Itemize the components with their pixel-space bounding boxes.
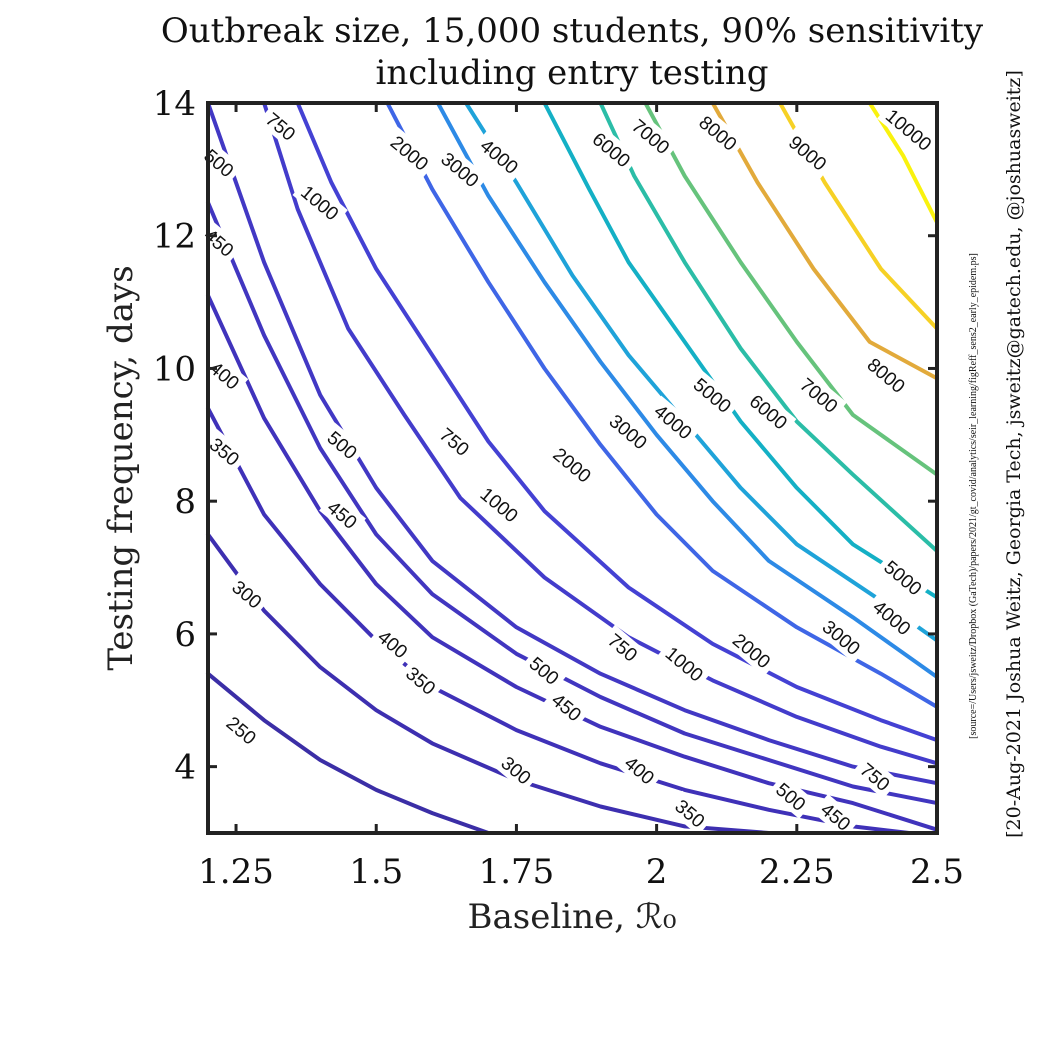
contour-lines (206, 101, 939, 835)
y-tick-label: 4 (174, 748, 196, 788)
contour-label-background (584, 123, 640, 176)
contour-label-background (685, 369, 741, 421)
y-tick-label: 10 (153, 349, 196, 389)
x-tick-label: 2 (646, 852, 668, 892)
contour-line-500 (206, 101, 939, 786)
y-tick-label: 12 (153, 217, 196, 257)
chart-title-line-1: Outbreak size, 15,000 students, 90% sens… (161, 11, 984, 51)
contour-label-background (471, 130, 528, 182)
contour-label-background (432, 143, 488, 196)
x-tick-label: 1.75 (479, 852, 555, 892)
contour-line-750 (262, 101, 939, 766)
contour-label-background (858, 349, 915, 401)
contour-label-background (599, 624, 647, 670)
author-credit-note: [20-Aug-2021 Joshua Weitz, Georgia Tech,… (1003, 70, 1025, 838)
contour-line-250 (206, 671, 491, 835)
x-tick-label: 1.25 (198, 852, 274, 892)
x-tick-label: 1.5 (349, 852, 403, 892)
contour-label-background (493, 747, 540, 793)
chart-title: Outbreak size, 15,000 students, 90% sens… (161, 11, 984, 93)
x-tick-label: 2.25 (759, 852, 835, 892)
contour-label-background (382, 126, 438, 179)
y-tick-label: 8 (174, 482, 196, 522)
plot-area-frame (206, 101, 939, 835)
contour-label-background (521, 648, 568, 693)
contour-label-background (877, 100, 941, 159)
contour-label-background (544, 438, 601, 491)
contour-label-background (471, 478, 528, 531)
contour-label-background (369, 621, 417, 667)
y-tick-labels: 4 6 8 10 12 14 (153, 84, 196, 788)
y-axis-label: Testing frequency, days (101, 265, 141, 670)
contour-label-background (319, 422, 367, 468)
contour-label-background (292, 176, 348, 229)
contour-label-background (812, 794, 860, 839)
chart-title-line-2: including entry testing (375, 53, 768, 93)
contour-label-background (814, 611, 870, 664)
x-axis-label: Baseline, ℛ₀ (468, 897, 677, 937)
contour-line-3000 (435, 101, 939, 679)
contour-label-background (645, 395, 702, 448)
contour-label-background (431, 419, 479, 464)
contour-label-background (780, 126, 836, 179)
source-path-note: [source=/Users/jsweitz/Dropbox (GaTech)/… (968, 253, 979, 739)
axis-ticks (208, 101, 939, 833)
contour-label-background (257, 103, 305, 149)
contour-label-background (218, 707, 266, 753)
contour-line-6000 (598, 101, 939, 553)
contour-line-1000 (295, 101, 939, 743)
contour-label-background (616, 747, 664, 793)
contour-label-background (851, 754, 899, 799)
contour-line-450 (206, 200, 939, 806)
contour-label-background (543, 684, 591, 730)
contour-label-background (623, 110, 679, 163)
contour-label-background (791, 369, 847, 421)
contour-line-8000 (710, 101, 939, 381)
contour-label-background (741, 385, 797, 438)
contour-label-background (666, 790, 714, 836)
contour-label-background (397, 657, 445, 703)
contour-label-background (319, 492, 367, 537)
y-tick-label: 14 (153, 84, 196, 124)
contour-line-300 (206, 532, 771, 835)
contour-label-background (201, 352, 249, 398)
contour-label-background (767, 774, 815, 819)
x-tick-label: 2.5 (910, 852, 964, 892)
contour-label-background (201, 429, 249, 474)
contour-label-background (875, 551, 931, 604)
contour-line-7000 (643, 101, 939, 477)
contour-label-background (724, 624, 780, 677)
contour-label-background (600, 405, 657, 458)
y-tick-label: 6 (174, 615, 196, 655)
x-tick-labels: 1.25 1.5 1.75 2 2.25 2.5 (198, 852, 964, 892)
contour-label-background (864, 591, 920, 644)
contour-label-background (690, 106, 746, 159)
contour-label-background (223, 571, 271, 617)
contour-label-background (657, 637, 713, 690)
